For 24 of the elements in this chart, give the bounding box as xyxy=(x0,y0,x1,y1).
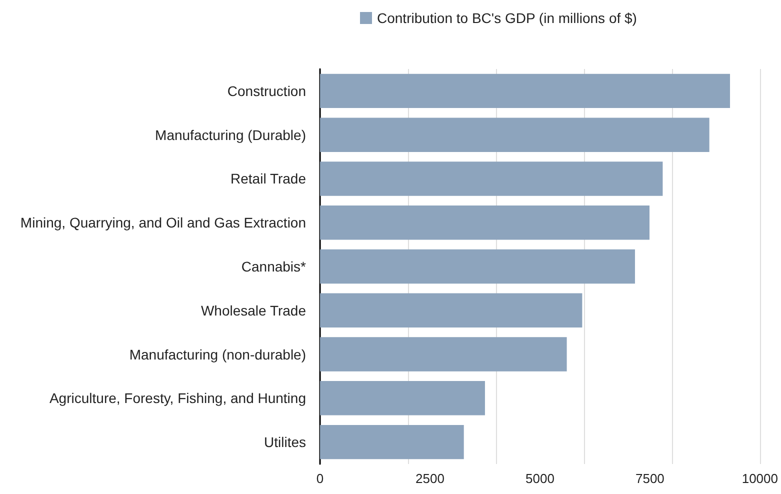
legend-label: Contribution to BC's GDP (in millions of $) xyxy=(377,10,637,26)
bar xyxy=(320,381,485,416)
y-tick-label: Construction xyxy=(227,82,306,99)
bar xyxy=(320,424,464,460)
bar xyxy=(320,74,730,108)
y-tick-label: Agriculture, Foresty, Fishing, and Hunting xyxy=(49,390,306,406)
y-tick-label: Utilites xyxy=(264,434,306,450)
bar xyxy=(320,249,635,284)
bar xyxy=(320,162,663,196)
x-tick-label: 5000 xyxy=(526,471,554,486)
x-tick-label: 10000 xyxy=(742,471,778,486)
bar xyxy=(320,118,710,152)
x-tick-label: 7500 xyxy=(635,471,664,486)
bar xyxy=(320,205,650,240)
y-tick-label: Retail Trade xyxy=(230,170,306,187)
y-tick-label: Cannabis* xyxy=(241,258,307,274)
y-tick-label: Manufacturing (non-durable) xyxy=(129,346,306,362)
y-tick-label: Manufacturing (Durable) xyxy=(155,126,306,143)
y-tick-label: Wholesale Trade xyxy=(200,302,306,318)
x-tick-label: 0 xyxy=(316,471,324,486)
x-tick-label: 2500 xyxy=(416,471,444,486)
bar xyxy=(320,337,567,372)
bar xyxy=(320,293,582,328)
y-tick-label: Mining, Quarrying, and Oil and Gas Extraction xyxy=(20,214,306,231)
